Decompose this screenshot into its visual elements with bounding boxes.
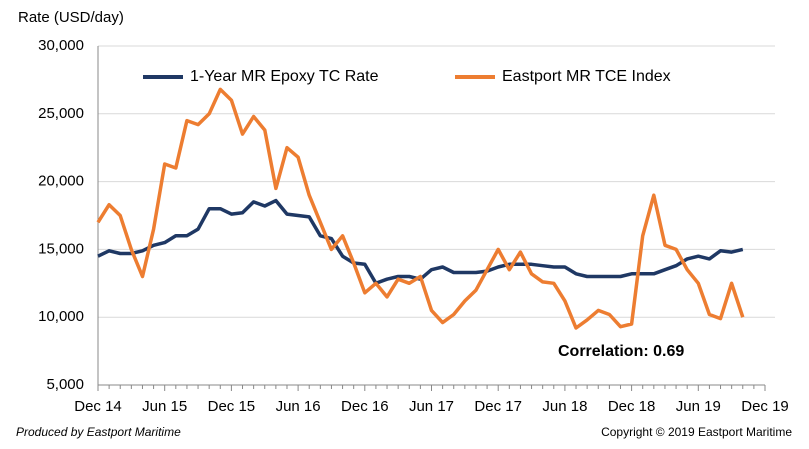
x-tick-label: Dec 16	[341, 398, 389, 415]
x-tick-label: Jun 15	[142, 398, 187, 415]
footer-right: Copyright © 2019 Eastport Maritime	[601, 425, 792, 439]
y-tick-label: 5,000	[46, 376, 84, 393]
x-tick-label: Dec 17	[474, 398, 522, 415]
y-tick-label: 10,000	[38, 308, 84, 325]
y-tick-label: 15,000	[38, 240, 84, 257]
y-tick-label: 30,000	[38, 37, 84, 54]
x-tick-label: Dec 18	[608, 398, 656, 415]
x-tick-label: Dec 15	[208, 398, 256, 415]
x-tick-label: Dec 14	[74, 398, 122, 415]
x-tick-label: Jun 18	[542, 398, 587, 415]
series-line	[97, 198, 744, 286]
x-tick-label: Dec 19	[741, 398, 789, 415]
x-tick-label: Jun 17	[409, 398, 454, 415]
y-axis-label: Rate (USD/day)	[18, 9, 124, 26]
x-tick-label: Jun 16	[276, 398, 321, 415]
legend-label: Eastport MR TCE Index	[502, 68, 671, 85]
y-tick-label: 25,000	[38, 105, 84, 122]
y-tick-label: 20,000	[38, 173, 84, 190]
annotation: Correlation: 0.69	[558, 343, 684, 360]
legend-label: 1-Year MR Epoxy TC Rate	[190, 68, 379, 85]
x-tick-label: Jun 19	[676, 398, 721, 415]
series-line	[96, 87, 745, 330]
footer-left: Produced by Eastport Maritime	[16, 425, 181, 439]
